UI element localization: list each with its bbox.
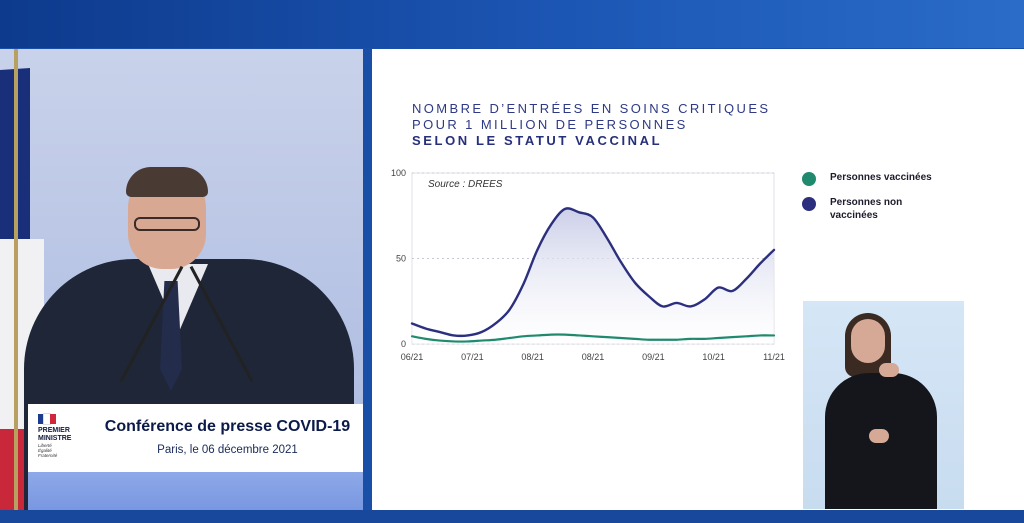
line-chart: 0 50 100 06/21 07/21 08/21 08/21 09/21 10/21 11/2… (391, 168, 785, 362)
interpreter-head (851, 319, 885, 363)
x-tick-label: 07/21 (461, 352, 484, 362)
interpreter-hand-lower (869, 429, 889, 443)
logo-flag-icon (38, 413, 56, 425)
speaker-hair (126, 167, 208, 197)
slide-title-line-2: POUR 1 MILLION DE PERSONNES (412, 117, 688, 132)
logo-motto-3: Fraternité (38, 453, 58, 458)
speaker-video-panel: PREMIER MINISTRE Liberté Égalité Fratern… (0, 49, 363, 523)
speaker-tie (160, 281, 182, 391)
area-fill-unvaccinated (412, 208, 774, 344)
legend-item-unvaccinated: Personnes non vaccinées (802, 196, 940, 222)
legend-item-vaccinated: Personnes vaccinées (802, 171, 940, 186)
slide-title-line-3: SELON LE STATUT VACCINAL (412, 133, 663, 148)
x-tick-label: 09/21 (642, 352, 665, 362)
slide-title: NOMBRE D’ENTRÉES EN SOINS CRITIQUES POUR… (412, 101, 852, 149)
y-tick-label: 0 (401, 339, 406, 349)
legend-label-vaccinated: Personnes vaccinées (830, 172, 932, 183)
interpreter-hand-upper (879, 363, 899, 377)
series-line-vaccinated (410, 333, 776, 343)
series-line-unvaccinated (410, 207, 776, 338)
x-tick-label: 10/21 (702, 352, 725, 362)
x-tick-label: 08/21 (582, 352, 605, 362)
source-label: Source : DREES (428, 179, 503, 190)
legend-label-unvaccinated: Personnes non vaccinées (830, 197, 903, 221)
bottom-banner (0, 510, 1024, 523)
speaker-glasses (134, 217, 200, 231)
x-tick-label: 06/21 (401, 352, 424, 362)
flag-pole (14, 49, 18, 523)
logo-motto-2: Égalité (38, 448, 52, 453)
x-tick-label: 11/21 (763, 352, 785, 362)
conference-date: Paris, le 06 décembre 2021 (157, 444, 298, 456)
x-tick-label: 08/21 (521, 352, 544, 362)
slide-title-line-1: NOMBRE D’ENTRÉES EN SOINS CRITIQUES (412, 101, 771, 116)
conference-title: Conférence de presse COVID-19 (104, 418, 351, 435)
y-tick-label: 100 (391, 168, 406, 178)
lectern-sign: PREMIER MINISTRE Liberté Égalité Fratern… (28, 404, 363, 472)
legend-dot-vaccinated (802, 172, 816, 186)
logo-motto-1: Liberté (38, 443, 52, 448)
premier-ministre-logo: PREMIER MINISTRE Liberté Égalité Fratern… (38, 413, 84, 458)
sign-language-interpreter-video (803, 301, 964, 509)
legend-dot-unvaccinated (802, 197, 816, 211)
top-banner (0, 0, 1024, 48)
logo-line-1: PREMIER (38, 427, 70, 434)
y-tick-label: 50 (396, 254, 406, 264)
logo-line-2: MINISTRE (38, 435, 72, 442)
